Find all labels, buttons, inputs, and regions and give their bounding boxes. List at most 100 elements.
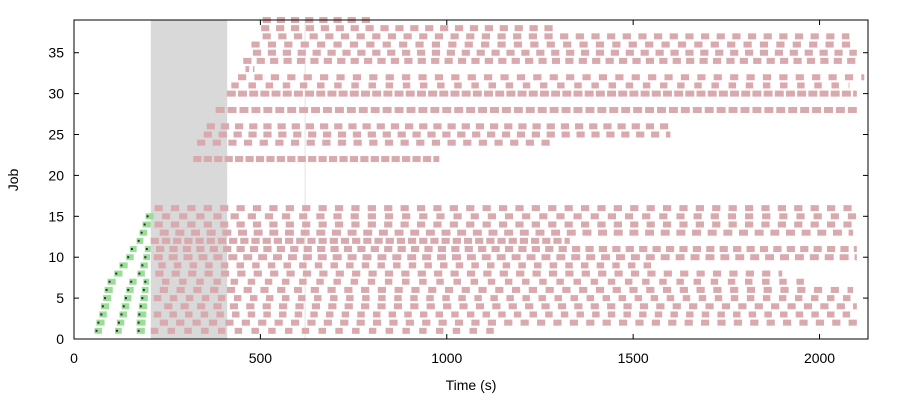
y-tick-label: 5 xyxy=(56,290,64,306)
task-bar xyxy=(598,74,608,81)
task-bar xyxy=(815,319,825,326)
task-bar xyxy=(310,57,319,64)
task-bar xyxy=(718,90,728,97)
task-bar xyxy=(269,221,278,228)
task-bar xyxy=(464,41,473,48)
task-bar xyxy=(320,74,329,81)
task-bar xyxy=(669,33,678,40)
task-bar xyxy=(847,106,857,113)
task-bar xyxy=(618,319,628,326)
task-bar xyxy=(522,295,530,302)
task-bar xyxy=(327,90,337,97)
task-bar xyxy=(390,57,400,64)
task-bar xyxy=(213,278,221,285)
task-bar xyxy=(664,74,673,81)
task-bar xyxy=(435,311,444,318)
task-bar xyxy=(382,131,391,138)
task-bar xyxy=(558,246,567,253)
task-bar xyxy=(390,123,400,130)
task-bar xyxy=(184,327,192,334)
task-bar xyxy=(591,82,599,89)
task-bar xyxy=(368,327,377,334)
task-bar xyxy=(830,213,839,220)
startup-bar xyxy=(100,303,110,310)
startup-bar xyxy=(136,319,146,326)
task-bar xyxy=(762,270,771,277)
task-bar xyxy=(839,254,849,261)
task-bar xyxy=(513,33,522,40)
task-bar xyxy=(296,237,305,244)
task-bar xyxy=(416,49,426,56)
task-bar xyxy=(733,319,743,326)
task-bar xyxy=(505,82,514,89)
task-bar xyxy=(408,237,417,244)
task-bar xyxy=(405,319,414,326)
task-bar xyxy=(707,90,717,97)
task-bar xyxy=(612,41,621,48)
task-bar xyxy=(740,106,750,113)
task-bar xyxy=(286,270,295,277)
task-bar xyxy=(589,123,598,130)
task-bar xyxy=(546,123,555,130)
task-bar xyxy=(853,90,857,97)
task-bar xyxy=(608,82,617,89)
task-bar xyxy=(266,156,275,163)
task-bar xyxy=(548,205,557,212)
task-bar xyxy=(278,33,287,40)
task-bar xyxy=(728,106,738,113)
task-bar xyxy=(203,205,212,212)
task-bar xyxy=(159,319,168,326)
task-bar xyxy=(182,246,192,253)
task-bar xyxy=(762,278,770,285)
task-bar xyxy=(602,319,611,326)
task-bar xyxy=(317,246,326,253)
task-bar xyxy=(466,205,475,212)
task-bar xyxy=(712,270,722,277)
task-bar xyxy=(417,57,426,64)
task-bar xyxy=(193,286,202,293)
task-bar xyxy=(298,295,306,302)
task-bar xyxy=(393,262,401,269)
task-bar xyxy=(387,49,396,56)
task-bar xyxy=(213,303,222,310)
task-bar xyxy=(843,295,851,302)
task-bar xyxy=(337,139,347,146)
task-bar xyxy=(482,311,491,318)
startup-bar xyxy=(115,327,122,334)
task-bar xyxy=(352,237,361,244)
task-bar xyxy=(402,82,411,89)
task-bar xyxy=(497,33,506,40)
task-bar xyxy=(170,205,180,212)
task-bar xyxy=(565,270,574,277)
task-bar xyxy=(267,41,277,48)
task-bar xyxy=(270,270,279,277)
task-bar xyxy=(396,237,406,244)
task-bar xyxy=(457,131,466,138)
task-bar xyxy=(410,246,420,253)
task-bar xyxy=(323,57,332,64)
task-bar xyxy=(265,82,274,89)
task-bar xyxy=(841,41,851,48)
task-bar xyxy=(698,295,707,302)
task-bar xyxy=(763,33,772,40)
task-bar xyxy=(616,254,625,261)
task-bar xyxy=(645,41,654,48)
task-bar xyxy=(833,57,842,64)
task-bar xyxy=(307,319,316,326)
task-bar xyxy=(689,303,698,310)
task-bar xyxy=(618,57,628,64)
task-bar xyxy=(506,295,514,302)
task-bar xyxy=(299,262,307,269)
task-bar xyxy=(437,246,447,253)
task-bar xyxy=(575,123,584,130)
task-bar xyxy=(169,246,178,253)
task-bar xyxy=(180,303,189,310)
task-bar xyxy=(533,74,542,81)
task-bar xyxy=(835,106,845,113)
task-bar xyxy=(672,57,681,64)
task-bar xyxy=(168,254,178,261)
x-axis-ticks: 0 500 1000 1500 2000 xyxy=(70,20,835,366)
task-bar xyxy=(693,213,702,220)
y-tick-label: 0 xyxy=(56,331,64,347)
task-bar xyxy=(164,303,173,310)
